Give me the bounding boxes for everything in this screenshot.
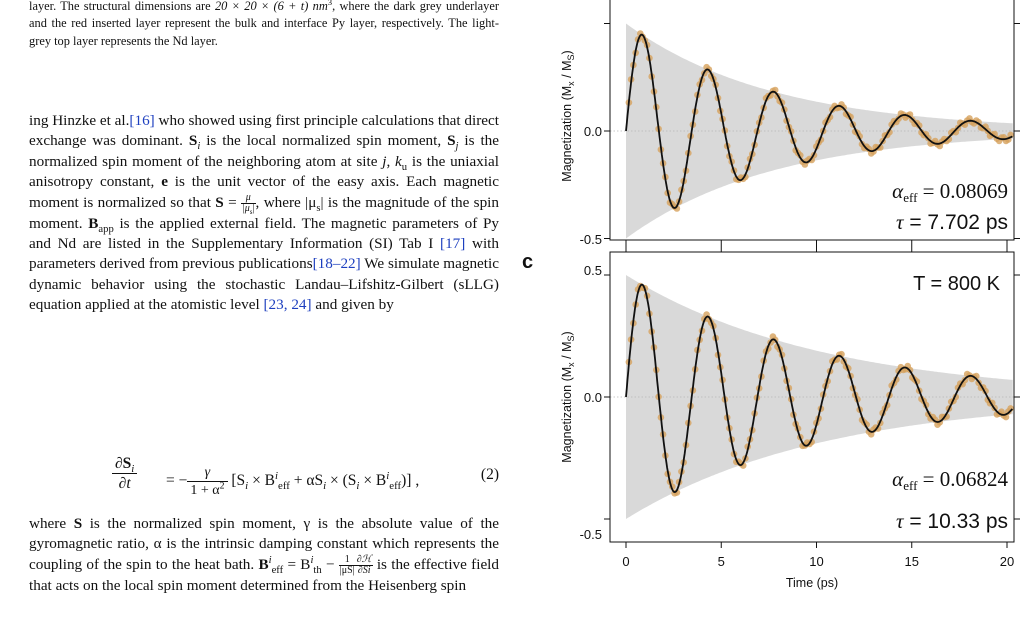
x-axis-label: Time (ps) bbox=[786, 576, 838, 590]
bottom-envelope bbox=[626, 275, 1013, 519]
simulation-marker bbox=[945, 135, 953, 143]
caption-text: dark grey underlayer and the red inserte… bbox=[29, 0, 499, 48]
equation-lhs: ∂Si ∂t bbox=[112, 454, 138, 493]
equation-number: (2) bbox=[480, 466, 499, 483]
magnetization-figure: c 0.0 -0.5 Magnetization (Mx / MS) αeff … bbox=[522, 0, 1020, 590]
top-panel: 0.0 -0.5 Magnetization (Mx / MS) αeff = … bbox=[560, 0, 1020, 247]
top-tau-annotation: τ = 7.702 ps bbox=[896, 210, 1008, 234]
equation-2: ∂Si ∂t = − γ 1 + α2 [Si × Bieff + αSi × (Si… bbox=[29, 454, 499, 498]
figure-caption: layer. The structural dimensions are 20 … bbox=[29, 0, 499, 50]
x-tick-label: 5 bbox=[718, 554, 725, 569]
panel-label-c: c bbox=[522, 251, 533, 273]
x-tick-label: 15 bbox=[905, 554, 919, 569]
caption-text: layer. The structural dimensions are bbox=[29, 0, 215, 13]
caption-dimensions: 20 × 20 × (6 + t) nm bbox=[214, 0, 328, 13]
inline-fraction: ∂ℋ ∂Si bbox=[355, 553, 373, 576]
caption-text: , where the bbox=[332, 0, 390, 13]
bottom-panel: 0.5 0.0 -0.5 Magnetization (Mx / MS) T =… bbox=[560, 246, 1020, 590]
top-fit-curve bbox=[625, 33, 1013, 209]
citation-link[interactable]: [18–22] bbox=[312, 255, 361, 273]
inline-fraction: 1 |μS| bbox=[338, 553, 356, 576]
bottom-ytick-05: 0.5 bbox=[584, 263, 602, 278]
inline-fraction: μ |μs| bbox=[241, 191, 256, 216]
bottom-alpha-annotation: αeff = 0.06824 bbox=[892, 467, 1008, 493]
body-paragraph-2: where S is the normalized spin moment, γ… bbox=[29, 515, 499, 594]
top-alpha-annotation: αeff = 0.08069 bbox=[892, 179, 1008, 205]
top-ytick-0: 0.0 bbox=[584, 124, 602, 139]
citation-link[interactable]: [16] bbox=[129, 112, 155, 129]
bottom-axis-ticks bbox=[604, 246, 1020, 548]
bottom-fit-curve bbox=[625, 283, 1014, 494]
x-tick-labels: 0 5 10 15 20 bbox=[622, 554, 1014, 569]
bottom-y-axis-label: Magnetization (Mx / MS) bbox=[560, 331, 576, 462]
body-paragraph: ing Hinzke et al.[16] who showed using f… bbox=[29, 112, 500, 314]
citation-link[interactable]: [17] bbox=[440, 235, 466, 253]
x-tick-label: 0 bbox=[622, 554, 629, 569]
equation-rhs: = − γ 1 + α2 [Si × Bieff + αSi × (Si × Bie… bbox=[166, 465, 420, 498]
citation-link[interactable]: [23, 24] bbox=[263, 296, 312, 314]
caption-dimensions-exp: 3 bbox=[327, 0, 333, 7]
top-ytick-neg05: -0.5 bbox=[580, 232, 602, 247]
text-column: layer. The structural dimensions are 20 … bbox=[0, 0, 505, 633]
temperature-annotation: T = 800 K bbox=[913, 273, 1001, 295]
top-y-axis-label: Magnetization (Mx / MS) bbox=[560, 50, 576, 181]
x-tick-label: 10 bbox=[809, 554, 823, 569]
bottom-tau-annotation: τ = 10.33 ps bbox=[896, 509, 1008, 533]
top-axis-ticks bbox=[604, 23, 1020, 246]
x-tick-label: 20 bbox=[1000, 554, 1014, 569]
top-frame bbox=[609, 0, 1015, 241]
bottom-ytick-neg05: -0.5 bbox=[580, 527, 602, 542]
top-envelope bbox=[626, 23, 1013, 239]
bottom-ytick-0: 0.0 bbox=[584, 390, 602, 405]
